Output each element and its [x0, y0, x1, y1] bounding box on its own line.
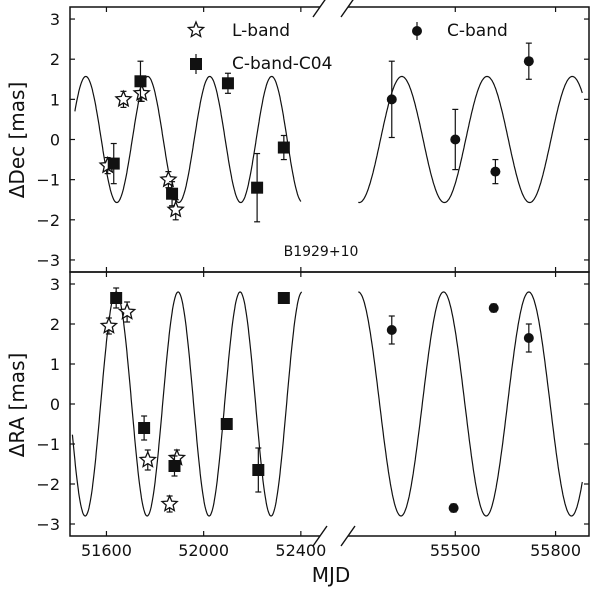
- data-point-square: [220, 418, 233, 430]
- y-tick-label: −3: [36, 515, 60, 534]
- x-tick-label: 52000: [178, 541, 229, 560]
- y-tick-label: 1: [50, 355, 60, 374]
- x-tick-label: 55800: [530, 541, 581, 560]
- legend-circle-icon: [412, 26, 422, 36]
- y-tick-label: −2: [36, 211, 60, 230]
- data-point-square: [252, 464, 265, 476]
- data-point-circle: [488, 303, 499, 313]
- model-curve-line: [358, 75, 583, 204]
- y-tick-label: 0: [50, 395, 60, 414]
- source-label: B1929+10: [284, 244, 359, 260]
- data-point-star: [99, 316, 119, 334]
- axis-break-mark: [340, 525, 356, 547]
- x-tick-label: 52400: [275, 541, 326, 560]
- legend-square-icon: [190, 58, 202, 70]
- axis-break-mark: [312, 0, 326, 18]
- data-point-square: [107, 157, 120, 170]
- y-tick-label: 3: [50, 10, 60, 29]
- y-tick-label: 1: [50, 90, 60, 109]
- model-curves: [71, 75, 583, 517]
- data-point-square: [277, 292, 290, 304]
- ticks: 3 2 1 0 −1 −2 −3 3 2 1 0 −1 −2 −3 51600 52000 52400 55500…: [36, 7, 589, 560]
- axis-break-gap-bottom: [320, 533, 348, 539]
- x-tick-label: 55500: [430, 541, 481, 560]
- axis-break-gap-top: [320, 4, 348, 10]
- legend-star-icon: [186, 20, 206, 38]
- x-axis-label: MJD: [312, 563, 351, 587]
- data-point-circle: [490, 166, 501, 177]
- data-point-circle: [448, 503, 459, 513]
- legend-c-band-marker: [412, 22, 422, 40]
- y-tick-label: 3: [50, 275, 60, 294]
- data-points: [98, 42, 534, 513]
- legend: L-band C-band-C04 C-band: [186, 20, 508, 74]
- legend-c-band-label: C-band: [447, 21, 508, 41]
- data-point-square: [221, 77, 234, 90]
- legend-l-band-marker: [186, 20, 206, 38]
- data-point-star: [114, 89, 133, 108]
- data-point-star: [160, 494, 179, 512]
- legend-c-band-c04-label: C-band-C04: [232, 54, 332, 74]
- model-curve-line: [71, 291, 303, 517]
- data-point-circle: [523, 56, 534, 67]
- model-curve-line: [358, 291, 583, 517]
- y-tick-label: 2: [50, 50, 60, 69]
- y-tick-label: −2: [36, 475, 60, 494]
- legend-c-band-c04-marker: [190, 54, 202, 74]
- data-point-circle: [386, 94, 397, 105]
- y-axis-label-ra: ΔRA [mas]: [5, 353, 29, 458]
- y-tick-label: 2: [50, 315, 60, 334]
- data-point-square: [138, 422, 151, 434]
- data-point-circle: [523, 333, 534, 343]
- data-point-square: [277, 141, 290, 154]
- data-point-star: [159, 170, 178, 188]
- data-point-square: [110, 292, 123, 304]
- data-point-square: [168, 460, 181, 472]
- data-point-circle: [450, 134, 461, 145]
- data-point-circle: [386, 325, 397, 335]
- y-tick-label: 0: [50, 131, 60, 150]
- data-point-star: [166, 200, 185, 218]
- x-tick-label: 51600: [81, 541, 132, 560]
- data-point-star: [117, 302, 137, 320]
- y-tick-label: −1: [36, 171, 60, 190]
- legend-l-band-label: L-band: [232, 21, 290, 41]
- data-point-square: [134, 75, 147, 88]
- y-axis-label-dec: ΔDec [mas]: [5, 82, 29, 199]
- model-curve-line: [74, 75, 302, 204]
- axis-break-mark: [312, 525, 328, 547]
- data-point-star: [138, 450, 158, 468]
- y-tick-label: −1: [36, 435, 60, 454]
- panel-dec-frame: [69, 6, 590, 273]
- panel-ra-frame: [69, 271, 590, 537]
- y-tick-label: −3: [36, 251, 60, 270]
- data-point-star: [132, 83, 151, 102]
- axis-break-mark: [340, 0, 354, 18]
- data-point-square: [251, 181, 264, 194]
- data-point-square: [166, 187, 179, 200]
